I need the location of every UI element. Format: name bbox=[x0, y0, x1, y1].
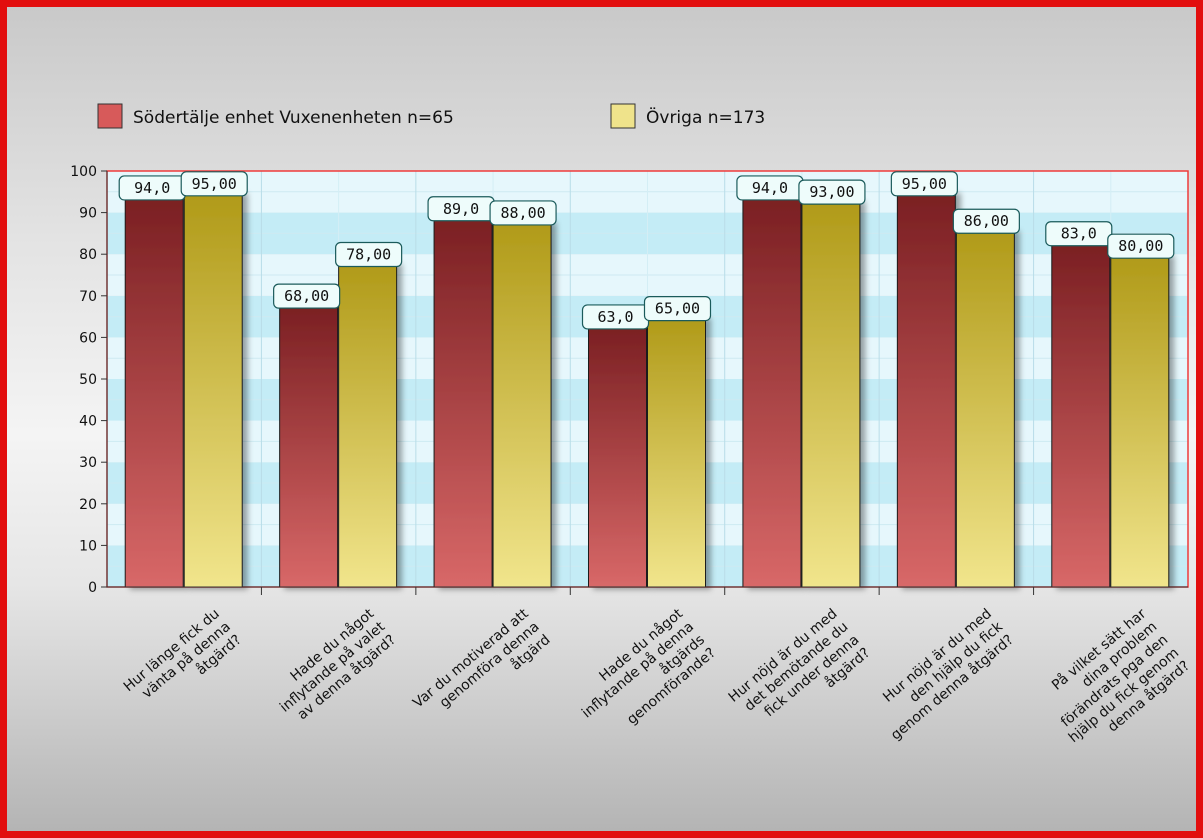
legend-label-2: Övriga n=173 bbox=[646, 106, 765, 128]
data-label-series2-cat5: 93,00 bbox=[809, 183, 854, 201]
data-label-box bbox=[643, 296, 712, 322]
x-axis: Hur länge fick duvänta på dennaåtgärd? Ha… bbox=[107, 586, 1193, 759]
bar-series2-cat2 bbox=[338, 262, 398, 588]
y-tick-label: 20 bbox=[79, 497, 97, 513]
data-label-series1-cat6: 95,00 bbox=[902, 175, 947, 193]
bar-series1-cat6 bbox=[896, 191, 956, 588]
x-category-label-5: Hur nöjd är du meddet bemötande dufick u… bbox=[726, 606, 874, 745]
y-tick-label: 10 bbox=[79, 538, 97, 554]
data-label-series1-cat4: 63,0 bbox=[597, 308, 633, 326]
data-label-box bbox=[890, 171, 958, 197]
data-label-series2-cat4: 65,00 bbox=[655, 300, 700, 318]
legend: Södertälje enhet Vuxenenheten n=65 Övriga… bbox=[97, 103, 765, 129]
data-label-series2-cat1: 95,00 bbox=[192, 175, 237, 193]
legend-swatch-2 bbox=[610, 103, 636, 129]
bar-series2-cat6 bbox=[955, 228, 1015, 588]
bar-series1-cat7 bbox=[1051, 241, 1111, 588]
data-label-series1-cat7: 83,0 bbox=[1061, 225, 1097, 243]
bar-series1-cat5 bbox=[742, 195, 802, 588]
x-category-label-7: På vilket sätt hardina problemförändrats… bbox=[1032, 605, 1193, 759]
bars bbox=[124, 191, 1170, 588]
x-category-label-2: Hade du någotinflytande på valetav denna… bbox=[266, 605, 400, 729]
data-label-box bbox=[180, 171, 248, 197]
data-label-series2-cat2: 78,00 bbox=[346, 246, 391, 264]
legend-swatch-1 bbox=[97, 103, 123, 129]
data-label-series2-cat6: 86,00 bbox=[964, 212, 1009, 230]
data-label-series1-cat1: 94,0 bbox=[134, 179, 170, 197]
bar-series1-cat3 bbox=[433, 216, 493, 588]
y-tick-label: 50 bbox=[79, 372, 97, 388]
data-label-box bbox=[489, 200, 557, 226]
y-tick-label: 30 bbox=[79, 455, 97, 471]
data-label-box bbox=[952, 208, 1020, 234]
bar-series2-cat7 bbox=[1110, 253, 1170, 588]
data-label-series2-cat3: 88,00 bbox=[500, 204, 545, 222]
x-category-label-3: Var du motiverad attgenomföra dennaåtgär… bbox=[410, 605, 554, 737]
bar-series1-cat1 bbox=[124, 195, 184, 588]
data-label-box bbox=[798, 179, 866, 205]
legend-label-1: Södertälje enhet Vuxenenheten n=65 bbox=[133, 108, 454, 128]
y-tick-label: 80 bbox=[79, 247, 97, 263]
data-label-series1-cat5: 94,0 bbox=[752, 179, 788, 197]
data-label-box bbox=[335, 241, 403, 268]
bar-series2-cat3 bbox=[492, 220, 552, 588]
bar-series2-cat5 bbox=[801, 199, 861, 588]
bar-series1-cat4 bbox=[588, 324, 647, 588]
data-label-series1-cat2: 68,00 bbox=[284, 287, 329, 305]
y-tick-label: 60 bbox=[79, 330, 97, 346]
y-tick-label: 0 bbox=[88, 580, 97, 596]
y-tick-label: 70 bbox=[79, 289, 97, 305]
y-axis: 0 10 20 30 40 50 60 70 80 90 100 bbox=[70, 164, 108, 596]
data-labels: 94,0 95,00 68,00 78,00 89,0 88,00 63,0 65,00 94,… bbox=[118, 171, 1175, 330]
data-label-series1-cat3: 89,0 bbox=[443, 200, 479, 218]
y-tick-label: 40 bbox=[79, 414, 97, 430]
data-label-box bbox=[273, 283, 341, 309]
y-tick-label: 100 bbox=[70, 164, 97, 180]
x-category-label-6: Hur nöjd är du medden hjälp du fickgenom… bbox=[866, 605, 1017, 743]
bar-series2-cat4 bbox=[647, 316, 706, 588]
data-label-series2-cat7: 80,00 bbox=[1118, 237, 1163, 255]
x-category-label-1: Hur länge fick duvänta på dennaåtgärd? bbox=[121, 606, 245, 721]
bar-series1-cat2 bbox=[279, 303, 339, 588]
bar-chart: Södertälje enhet Vuxenenheten n=65 Övriga… bbox=[70, 103, 1193, 759]
bar-series2-cat1 bbox=[183, 191, 243, 588]
x-category-label-4: Hade du någotinflytande på dennaåtgärdsg… bbox=[568, 605, 720, 748]
y-tick-label: 90 bbox=[79, 206, 97, 222]
data-label-box bbox=[1107, 233, 1175, 259]
